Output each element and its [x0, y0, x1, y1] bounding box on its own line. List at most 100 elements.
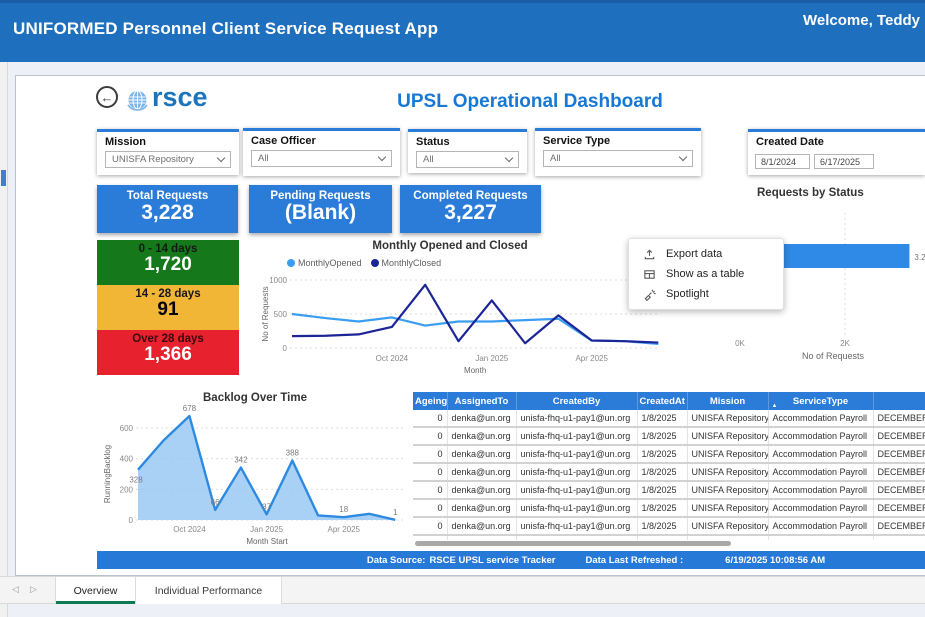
mission-dropdown-value: UNISFA Repository — [112, 154, 194, 165]
tab-overview[interactable]: Overview — [55, 577, 136, 604]
area-chart-title: Backlog Over Time — [203, 392, 307, 404]
back-button[interactable]: ← — [96, 86, 118, 108]
table-cell: 1/8/2025 — [637, 410, 688, 428]
back-arrow-icon: ← — [100, 89, 114, 105]
x-axis-title: No of Requests — [802, 351, 865, 361]
tab-individual-performance[interactable]: Individual Performance — [136, 577, 282, 604]
mission-dropdown[interactable]: UNISFA Repository — [105, 151, 231, 168]
table-cell: DECEMBER A — [873, 445, 925, 464]
series-line-monthlyclosed[interactable] — [291, 283, 659, 345]
legend-dot-monthly-closed — [370, 259, 379, 267]
filter-case-officer: Case Officer All — [243, 128, 400, 176]
axis-tick-label: Jan 2025 — [475, 354, 508, 363]
left-scrollbar[interactable] — [0, 62, 8, 617]
ageing-label: 0 - 14 days — [138, 243, 198, 255]
status-dropdown[interactable]: All — [416, 151, 519, 168]
table-column-header-servicetype[interactable]: ServiceType ▲ — [768, 392, 874, 410]
un-logo-icon — [126, 89, 149, 117]
date-end-input[interactable]: 6/17/2025 — [814, 154, 874, 169]
bar-chart-title: Requests by Status — [757, 187, 864, 199]
table-column-header-createdat[interactable]: CreatedAt — [637, 392, 688, 410]
next-page-arrow[interactable]: ▷ — [30, 584, 37, 594]
table-horizontal-scrollbar[interactable] — [415, 541, 731, 546]
data-point-label: 342 — [234, 456, 248, 465]
ageing-value: 91 — [157, 299, 179, 320]
table-cell: 0 — [413, 535, 448, 540]
y-axis-title: No of Requests — [261, 286, 270, 341]
table-cell: DECEMBER A — [873, 517, 925, 536]
table-cell: unisfa-fhq-u1-pay1@un.org — [516, 410, 638, 428]
ageing-value: 1,720 — [144, 254, 192, 275]
axis-tick-label: 0 — [129, 516, 134, 525]
axis-tick-label: 0K — [735, 339, 745, 348]
legend-dot-monthly-opened — [287, 259, 295, 267]
kpi-label: Pending Requests — [270, 190, 371, 202]
table-cell: denka@un.org — [447, 427, 517, 446]
series-line-monthlyopened[interactable] — [291, 312, 659, 346]
table-column-header-ageing[interactable]: Ageing — [413, 392, 448, 410]
table-cell: unisfa-fhq-u1-pay1@un.org — [516, 481, 638, 500]
show-as-table-icon — [644, 269, 655, 279]
table-cell: 1/8/2025 — [637, 427, 688, 446]
kpi-value: 3,228 — [141, 201, 194, 224]
ageing-value: 1,366 — [144, 344, 192, 365]
table-cell: unisfa-fhq-u1-pay1@un.org — [516, 535, 638, 540]
table-cell: 1/8/2025 — [637, 463, 688, 482]
axis-tick-label: 600 — [120, 424, 134, 433]
chevron-down-icon — [216, 153, 226, 163]
y-axis-title: RunningBacklog — [103, 445, 112, 503]
table-cell: denka@un.org — [447, 481, 517, 500]
table-cell: 0 — [413, 427, 448, 446]
prev-page-arrow[interactable]: ◁ — [12, 584, 19, 594]
axis-tick-label: Oct 2024 — [376, 354, 409, 363]
case-officer-dropdown[interactable]: All — [251, 150, 392, 167]
table-cell: Accommodation Payroll — [768, 481, 874, 500]
table-column-header-assignedto[interactable]: AssignedTo — [447, 392, 517, 410]
table-cell: unisfa-fhq-u1-pay1@un.org — [516, 445, 638, 464]
backlog-area[interactable] — [138, 416, 396, 520]
table-cell: UNISFA Repository — [687, 481, 769, 500]
ageing-label: 14 - 28 days — [135, 288, 201, 300]
filter-label: Service Type — [543, 135, 611, 147]
table-cell: Accommodation Payroll — [768, 410, 874, 428]
table-row[interactable]: 0denka@un.orgunisfa-fhq-u1-pay1@un.org1/… — [413, 535, 925, 540]
date-start-input[interactable]: 8/1/2024 — [755, 154, 810, 169]
backlog-line[interactable] — [137, 414, 396, 522]
data-source-value: RSCE UPSL service Tracker — [429, 554, 556, 566]
table-cell: 0 — [413, 517, 448, 536]
filter-created-date: Created Date 8/1/2024 6/17/2025 — [748, 129, 925, 175]
table-cell: DECEMBER A — [873, 481, 925, 500]
export-icon — [644, 249, 655, 259]
filter-label: Created Date — [756, 136, 824, 148]
menu-item-spotlight[interactable]: Spotlight — [629, 284, 783, 304]
axis-tick-label: Jan 2025 — [250, 525, 283, 534]
menu-item-show-as-table[interactable]: Show as a table — [629, 264, 783, 284]
service-type-dropdown[interactable]: All — [543, 150, 693, 167]
line-chart-title: Monthly Opened and Closed — [372, 240, 528, 252]
menu-item-export-data[interactable]: Export data — [629, 244, 783, 264]
table-cell: Accommodation Payroll — [768, 517, 874, 536]
table-column-header-createdby[interactable]: CreatedBy — [516, 392, 638, 410]
table-column-header[interactable] — [873, 392, 925, 410]
data-point-label: 37 — [262, 502, 271, 511]
tab-label: Overview — [73, 584, 118, 597]
table-column-header-mission[interactable]: Mission — [687, 392, 769, 410]
table-cell: 0 — [413, 410, 448, 428]
table-cell: denka@un.org — [447, 445, 517, 464]
left-scrollbar-thumb[interactable] — [1, 170, 6, 186]
table-cell: 1/8/2025 — [637, 481, 688, 500]
table-cell: UNISFA Repository — [687, 535, 769, 540]
backlog-over-time-chart[interactable]: 0 200 400 600 328 678 66 342 37 388 18 1 Oct 2024 Jan… — [100, 400, 412, 548]
monthly-opened-closed-chart[interactable]: 0 500 1000 Oct 2024 Jan 2025 Apr 2025 Month No … — [261, 272, 659, 375]
tab-label: Individual Performance — [154, 584, 263, 597]
spotlight-icon — [644, 288, 656, 301]
rsce-logo: rsce — [152, 82, 208, 112]
